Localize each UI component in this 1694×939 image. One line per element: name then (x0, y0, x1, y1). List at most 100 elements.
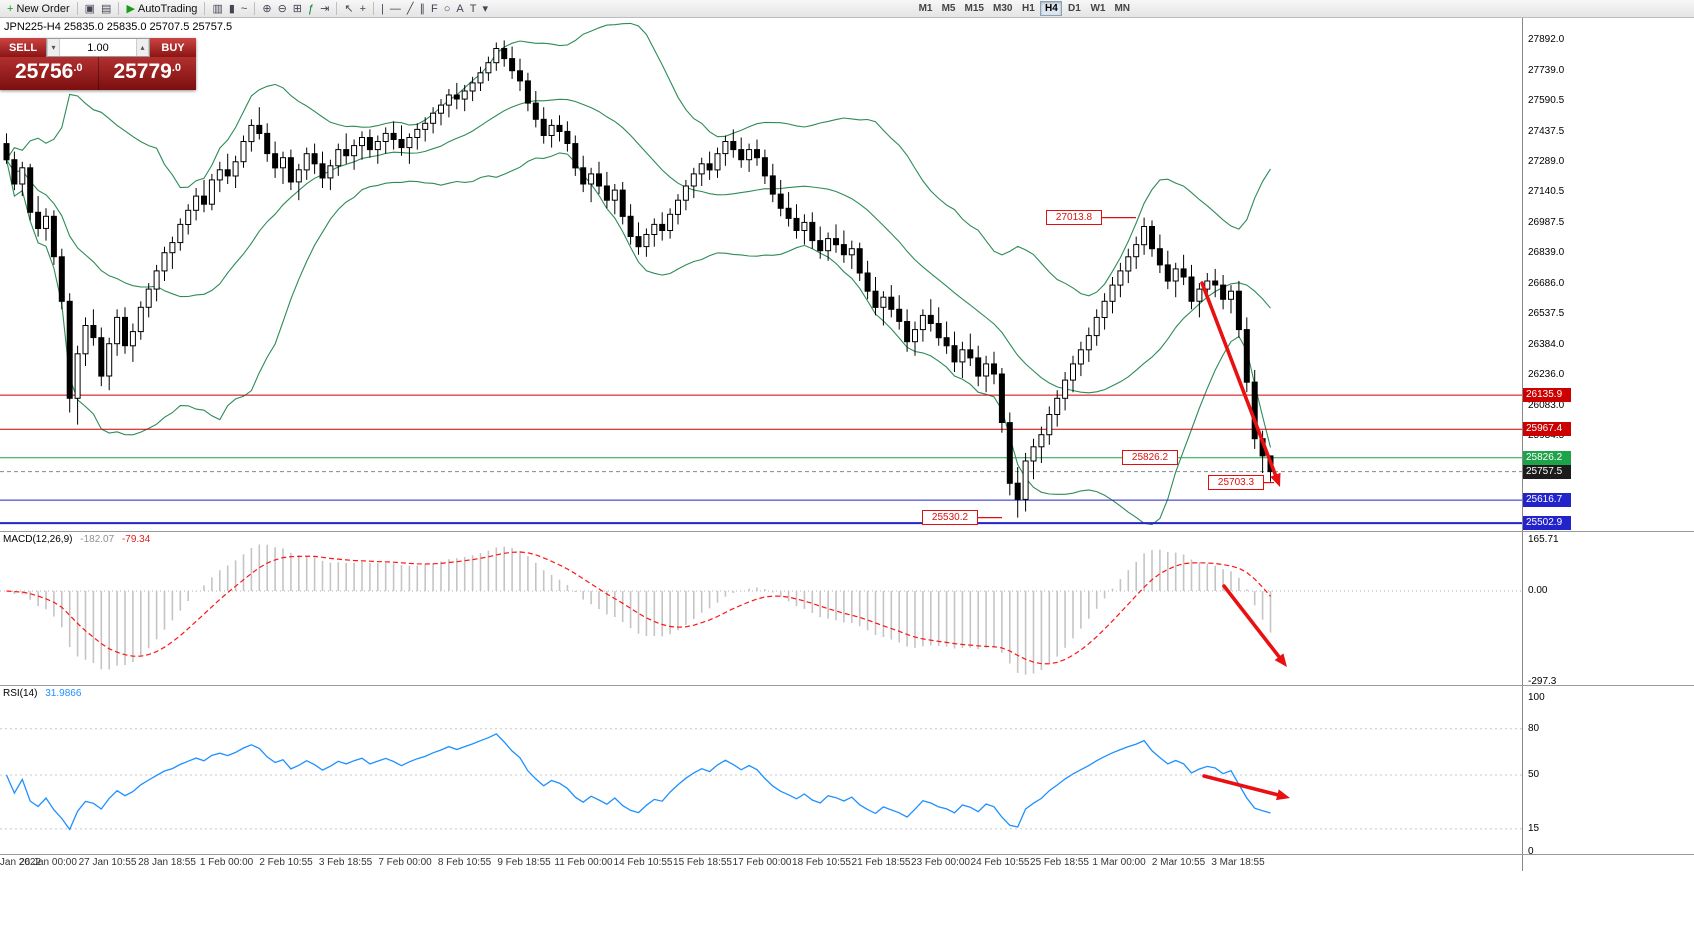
price-annotation: 25703.3 (1208, 474, 1264, 490)
sell-price: 25756 (14, 60, 74, 83)
autoscroll-icon: ⇥ (320, 2, 330, 15)
profiles-icon: ▤ (101, 2, 112, 15)
rsi-value: 31.9866 (45, 688, 82, 699)
timeframe-mn[interactable]: MN (1114, 3, 1130, 14)
price-axis[interactable]: 27892.0 27739.0 27590.5 27437.5 27289.0 27140… (1522, 18, 1694, 871)
sell-button[interactable]: SELL (0, 38, 46, 57)
price-tick: 26537.5 (1528, 307, 1565, 319)
main-chart[interactable]: JPN225-H4 25835.0 25835.0 25707.5 25757.… (0, 18, 1522, 531)
text-button[interactable]: A (453, 1, 466, 17)
ellipse-button[interactable]: ○ (441, 1, 454, 17)
price-annotation: 27013.8 (1046, 209, 1102, 225)
macd-tick: 0.00 (1528, 585, 1548, 596)
autoscroll-button[interactable]: ⇥ (317, 1, 332, 17)
timeframe-h4[interactable]: H4 (1040, 1, 1063, 16)
toolbar-separator (204, 2, 206, 15)
arrows-dropdown-button[interactable]: ▾ (479, 1, 491, 17)
price-tick: 26384.0 (1528, 338, 1565, 350)
channel-icon: ∥ (419, 2, 425, 15)
trendline-button[interactable]: ╱ (404, 1, 417, 17)
macd-tick: 165.71 (1528, 534, 1559, 546)
trade-panel-divider (97, 57, 99, 90)
timeframe-m1[interactable]: M1 (918, 3, 933, 14)
timeframe-h1[interactable]: H1 (1022, 3, 1035, 14)
time-tick: 1 Mar 00:00 (1092, 857, 1146, 868)
timeframe-d1[interactable]: D1 (1068, 3, 1081, 14)
macd-value-main: -182.07 (80, 534, 115, 545)
buy-button[interactable]: BUY (150, 38, 196, 57)
buy-price: 25779 (113, 60, 172, 83)
price-tick: 26987.5 (1528, 216, 1565, 228)
zoom-in-icon: ⊕ (262, 2, 272, 15)
price-tick: 27437.5 (1528, 125, 1565, 137)
volume-up-button[interactable]: ▴ (136, 39, 149, 56)
timeframe-m15[interactable]: M15 (964, 3, 984, 14)
time-tick: 9 Feb 18:55 (497, 857, 551, 868)
time-tick: 28 Jan 18:55 (138, 857, 196, 868)
tile-windows-icon: ⊞ (292, 2, 302, 15)
new-order-icon: + (7, 2, 14, 15)
volume-input[interactable] (60, 39, 136, 56)
macd-name: MACD(12,26,9) (3, 534, 73, 545)
price-tick: 26083.0 (1528, 399, 1565, 411)
timeframe-m30[interactable]: M30 (992, 3, 1013, 14)
price-tick: 27590.5 (1528, 95, 1565, 106)
symbol-header: JPN225-H4 25835.0 25835.0 25707.5 25757.… (4, 21, 233, 33)
zoom-out-button[interactable]: ⊖ (275, 1, 290, 17)
time-tick: 2 Mar 10:55 (1151, 857, 1206, 868)
new-order-button[interactable]: + New Order (4, 1, 73, 17)
timeframe-w1[interactable]: W1 (1090, 3, 1106, 14)
price-annotation: 25826.2 (1122, 449, 1178, 465)
time-tick: 26 Jan 2022 (0, 857, 42, 868)
sell-price-button[interactable]: 25756 .0 (0, 57, 98, 90)
new-order-button-label: New Order (16, 2, 70, 15)
macd-panel[interactable]: MACD(12,26,9) -182.07 -79.34 (0, 532, 1522, 685)
profiles-button[interactable]: ▤ (98, 1, 114, 17)
time-tick: 11 Feb 00:00 (554, 857, 613, 868)
rsi-tick: 0 (1528, 846, 1534, 857)
indicators-button[interactable]: ƒ (305, 1, 317, 17)
horizontal-line-icon: — (389, 2, 401, 15)
bar-chart-icon: ▥ (212, 2, 223, 15)
cursor-icon: ↖ (344, 2, 354, 15)
rsi-svg (0, 728, 1522, 831)
trendline-icon: ╱ (406, 2, 414, 15)
channel-button[interactable]: ∥ (416, 1, 428, 17)
fibonacci-button[interactable]: F (428, 1, 441, 17)
label-button[interactable]: T (467, 1, 480, 17)
volume-control: ▾ ▴ (46, 38, 150, 57)
panel-splitter[interactable] (0, 854, 1694, 855)
volume-down-button[interactable]: ▾ (47, 39, 60, 56)
toolbar-separator (76, 2, 78, 15)
buy-price-button[interactable]: 25779 .0 (99, 57, 197, 90)
tile-windows-button[interactable]: ⊞ (290, 1, 305, 17)
buy-price-frac: .0 (171, 62, 182, 74)
chevron-down-icon: ▾ (482, 2, 488, 15)
rsi-tick: 15 (1528, 822, 1540, 834)
panel-splitter[interactable] (0, 531, 1694, 532)
line-chart-button[interactable]: ~ (238, 1, 250, 17)
vertical-line-button[interactable]: | (378, 1, 387, 17)
time-tick: 7 Feb 00:00 (378, 857, 432, 868)
horizontal-line-button[interactable]: — (387, 1, 404, 17)
rsi-panel[interactable]: RSI(14) 31.9866 (0, 686, 1522, 854)
time-tick: 26 Jan 00:00 (19, 857, 77, 868)
zoom-in-button[interactable]: ⊕ (259, 1, 274, 17)
candlestick-chart-button[interactable]: ▮ (226, 1, 238, 17)
macd-tick: -297.3 (1528, 676, 1557, 688)
crosshair-button[interactable]: + (357, 1, 369, 17)
toolbar-separator (336, 2, 338, 15)
time-tick: 17 Feb 00:00 (732, 857, 792, 868)
autotrading-button[interactable]: ▶ AutoTrading (123, 1, 200, 17)
price-tag: 25616.7 (1523, 493, 1571, 508)
price-tick: 26236.0 (1528, 368, 1565, 380)
cursor-button[interactable]: ↖ (341, 1, 356, 17)
timeframe-m5[interactable]: M5 (941, 3, 956, 14)
autotrading-button-label: AutoTrading (137, 2, 198, 15)
time-tick: 21 Feb 18:55 (851, 857, 911, 868)
chart-window-button[interactable]: ▣ (82, 1, 98, 17)
macd-value-signal: -79.34 (121, 534, 151, 545)
bar-chart-button[interactable]: ▥ (209, 1, 225, 17)
panel-splitter[interactable] (0, 685, 1694, 686)
